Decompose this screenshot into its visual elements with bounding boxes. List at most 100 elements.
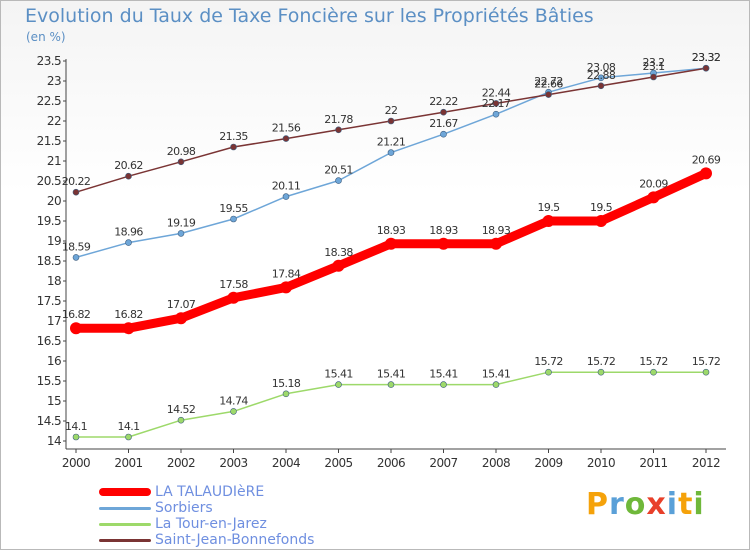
data-label: 19.5 (590, 201, 613, 214)
y-tick-label: 17 (47, 314, 61, 328)
series-point-0 (595, 215, 607, 227)
data-label: 23.08 (587, 61, 616, 74)
series-point-3 (492, 100, 500, 107)
y-tick-label: 23.5 (37, 54, 61, 68)
data-label: 21.78 (324, 113, 353, 126)
chart-title: Evolution du Taux de Taxe Foncière sur l… (25, 5, 594, 27)
data-label: 15.72 (692, 355, 721, 368)
x-tick-label: 2007 (429, 456, 457, 470)
series-point-0 (227, 291, 240, 304)
data-label: 14.74 (219, 394, 248, 407)
y-tick-label: 14 (47, 434, 61, 448)
legend-item: La Tour-en-Jarez (99, 516, 314, 532)
series-point-1 (492, 110, 500, 118)
series-point-3 (387, 117, 395, 125)
legend-item: Sorbiers (99, 500, 314, 516)
series-point-0 (280, 281, 292, 294)
series-point-2 (440, 381, 447, 388)
series-point-3 (282, 135, 290, 142)
legend: LA TALAUDIèRE Sorbiers La Tour-en-Jarez Sai… (99, 484, 314, 548)
legend-label: La Tour-en-Jarez (155, 516, 267, 532)
series-point-2 (702, 368, 710, 376)
data-label: 15.41 (482, 368, 511, 381)
series-point-2 (492, 381, 500, 388)
series-point-2 (125, 433, 132, 441)
x-tick-label: 2008 (482, 456, 510, 470)
data-label: 19.19 (167, 216, 196, 229)
y-tick-label: 22.5 (37, 94, 61, 108)
data-label: 20.22 (62, 175, 91, 188)
series-point-3 (335, 126, 342, 134)
x-tick-label: 2004 (272, 456, 300, 470)
y-tick-label: 15 (47, 394, 61, 408)
y-tick-label: 17.5 (37, 294, 61, 308)
data-label: 18.93 (429, 224, 458, 237)
data-label: 14.52 (167, 403, 196, 416)
series-point-2 (230, 408, 237, 415)
data-label: 18.93 (482, 224, 511, 237)
data-label: 17.58 (219, 278, 248, 291)
series-point-2 (177, 416, 185, 424)
y-tick-label: 15.5 (37, 374, 61, 388)
legend-label: Sorbiers (155, 500, 213, 516)
series-point-2 (387, 381, 395, 388)
data-label: 22.88 (587, 69, 616, 82)
y-tick-label: 20 (47, 194, 61, 208)
x-tick-label: 2011 (639, 456, 667, 470)
x-tick-label: 2000 (62, 456, 90, 470)
y-tick-label: 14.5 (37, 414, 61, 428)
legend-label: Saint-Jean-Bonnefonds (155, 532, 315, 548)
data-label: 22 (385, 104, 398, 117)
data-label: 22.17 (482, 97, 511, 110)
data-label: 23.32 (692, 51, 721, 64)
data-label: 23.2 (642, 56, 664, 69)
series-point-1 (230, 215, 237, 223)
series-point-3 (177, 158, 185, 166)
x-tick-label: 2010 (587, 456, 615, 470)
data-label: 15.72 (639, 355, 668, 368)
logo-letter-p: P (586, 487, 609, 522)
data-label: 20.51 (324, 164, 353, 177)
data-label: 14.1 (65, 420, 87, 433)
logo-letter-t: t (678, 487, 694, 522)
series-point-0 (542, 215, 555, 227)
series-point-3 (125, 172, 132, 180)
data-label: 22.72 (534, 75, 563, 88)
data-label: 19.55 (219, 202, 248, 215)
series-point-0 (175, 312, 187, 325)
series-point-0 (70, 322, 82, 335)
data-label: 21.56 (272, 122, 301, 135)
series-point-0 (385, 237, 397, 250)
data-label: 15.72 (534, 355, 563, 368)
data-label: 15.72 (587, 355, 616, 368)
series-point-2 (650, 368, 657, 376)
series-point-0 (122, 322, 135, 335)
series-point-2 (335, 381, 342, 388)
logo-letter-x: x (646, 487, 667, 522)
series-point-0 (700, 167, 712, 180)
y-tick-label: 20.5 (37, 174, 61, 188)
series-point-3 (72, 188, 80, 196)
y-tick-label: 22 (47, 114, 61, 128)
x-tick-label: 2002 (167, 456, 195, 470)
legend-swatch (99, 488, 151, 496)
y-tick-label: 18 (47, 274, 61, 288)
series-point-3 (650, 73, 657, 81)
data-label: 18.93 (377, 224, 406, 237)
series-point-0 (647, 191, 660, 204)
data-label: 17.07 (167, 298, 196, 311)
legend-swatch (99, 506, 151, 510)
series-point-3 (702, 64, 710, 72)
series-point-0 (437, 237, 450, 250)
logo-letter-i: i (666, 487, 679, 522)
data-label: 18.96 (114, 226, 143, 239)
series-point-1 (597, 74, 605, 82)
proxiti-logo: Proxiti (586, 487, 705, 522)
series-point-2 (282, 390, 290, 398)
x-tick-label: 2001 (114, 456, 142, 470)
data-label: 16.82 (62, 308, 91, 321)
series-point-0 (490, 237, 502, 250)
series-point-3 (597, 82, 605, 90)
x-tick-label: 2012 (692, 456, 720, 470)
